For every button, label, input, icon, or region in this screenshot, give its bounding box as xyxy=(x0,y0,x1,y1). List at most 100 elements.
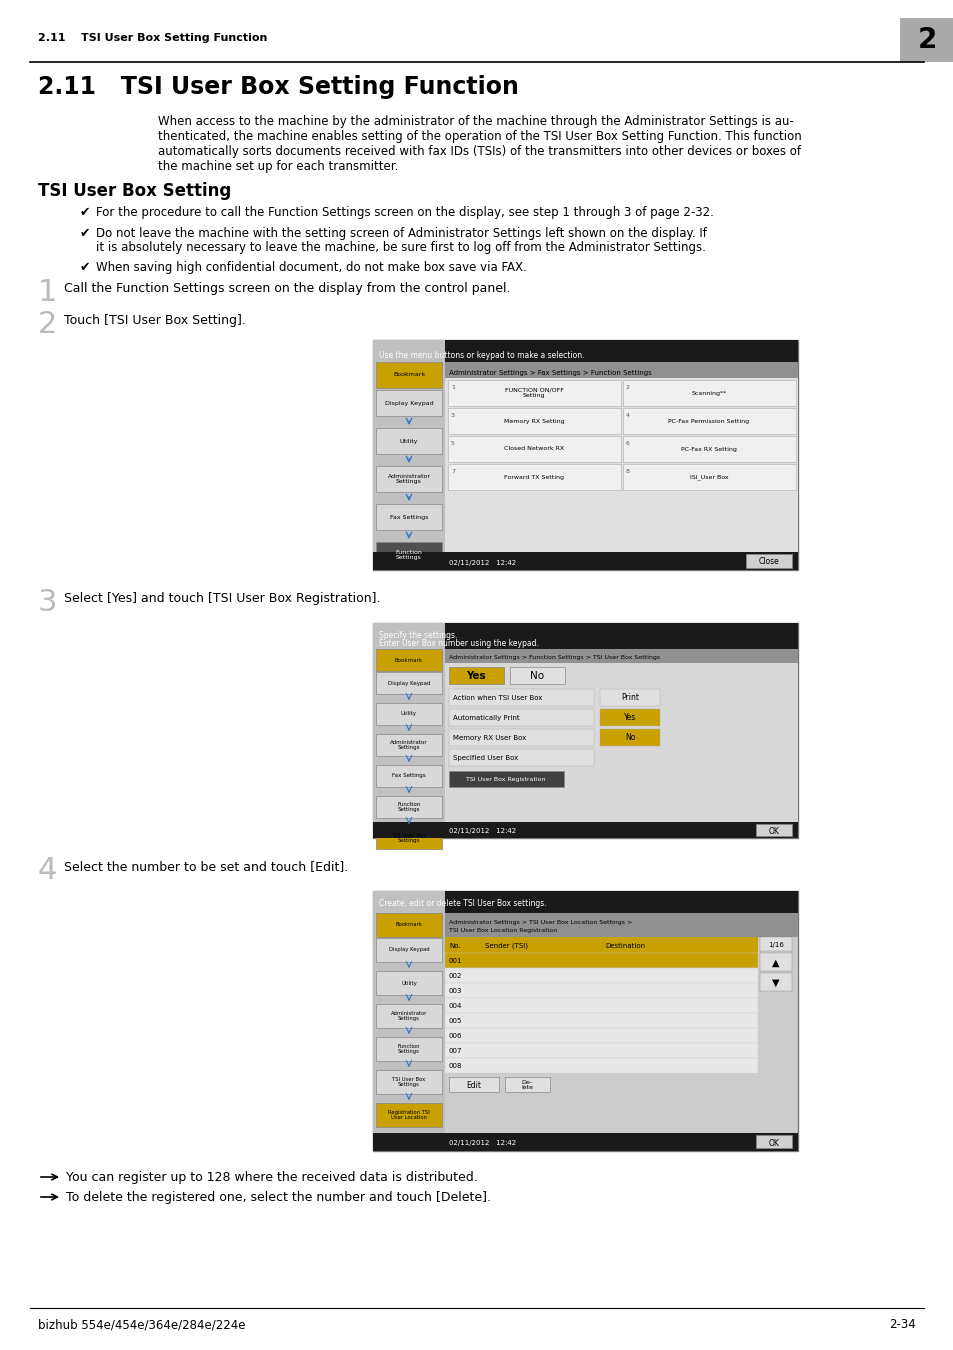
Text: PC-Fax Permission Setting: PC-Fax Permission Setting xyxy=(668,418,749,424)
Bar xyxy=(375,1071,441,1094)
Text: 6: 6 xyxy=(625,441,629,446)
Bar xyxy=(375,1004,441,1027)
Text: the machine set up for each transmitter.: the machine set up for each transmitter. xyxy=(158,161,398,173)
Text: When access to the machine by the administrator of the machine through the Admin: When access to the machine by the admini… xyxy=(158,115,793,128)
Text: Utility: Utility xyxy=(399,439,417,444)
Text: Close: Close xyxy=(758,558,779,567)
Bar xyxy=(373,622,797,649)
Text: Administrator Settings > Function Settings > TSI User Box Settings: Administrator Settings > Function Settin… xyxy=(449,656,659,660)
Text: 007: 007 xyxy=(449,1048,462,1054)
Text: 3: 3 xyxy=(38,589,57,617)
Text: Enter User Box number using the keypad.: Enter User Box number using the keypad. xyxy=(378,639,538,648)
Text: 8: 8 xyxy=(625,468,629,474)
Text: No: No xyxy=(624,733,635,743)
Bar xyxy=(745,554,791,568)
Text: Print: Print xyxy=(620,694,639,702)
Text: Function
Settings: Function Settings xyxy=(395,549,422,560)
Bar xyxy=(622,408,795,433)
Bar xyxy=(444,953,758,968)
Text: Yes: Yes xyxy=(623,714,636,722)
Text: Bookmark: Bookmark xyxy=(395,657,422,663)
Text: Bookmark: Bookmark xyxy=(395,922,422,927)
Bar xyxy=(375,428,441,454)
Text: Administrator
Settings: Administrator Settings xyxy=(390,740,427,751)
Text: Bookmark: Bookmark xyxy=(393,373,425,378)
Text: TSI User Box Location Registration: TSI User Box Location Registration xyxy=(449,927,557,933)
Bar xyxy=(449,749,594,765)
Text: 002: 002 xyxy=(449,973,462,979)
Bar xyxy=(373,552,797,570)
Bar xyxy=(444,649,797,663)
Text: Administrator Settings > Fax Settings > Function Settings: Administrator Settings > Fax Settings > … xyxy=(449,370,651,377)
Bar xyxy=(444,913,797,937)
Text: Registration TSI
User Location: Registration TSI User Location xyxy=(388,1110,430,1120)
Bar xyxy=(755,824,791,836)
Text: Scanning**: Scanning** xyxy=(691,390,726,396)
Text: ✔: ✔ xyxy=(80,227,91,239)
Text: Memory RX User Box: Memory RX User Box xyxy=(453,734,526,741)
Bar xyxy=(375,703,441,725)
Bar xyxy=(373,891,797,913)
Text: TSI User Box Setting: TSI User Box Setting xyxy=(38,182,231,200)
Bar xyxy=(510,667,564,684)
Bar xyxy=(375,466,441,491)
Text: 02/11/2012   12:42: 02/11/2012 12:42 xyxy=(449,1139,516,1146)
Text: 2-34: 2-34 xyxy=(888,1318,915,1331)
Bar xyxy=(375,362,441,387)
Bar xyxy=(375,796,441,818)
Text: FUNCTION ON/OFF
Setting: FUNCTION ON/OFF Setting xyxy=(504,387,563,398)
Text: OK: OK xyxy=(768,826,779,836)
Text: 1/16: 1/16 xyxy=(767,942,783,948)
Text: 2.11    TSI User Box Setting Function: 2.11 TSI User Box Setting Function xyxy=(38,32,267,43)
Bar xyxy=(622,436,795,462)
Text: Use the menu buttons or keypad to make a selection.: Use the menu buttons or keypad to make a… xyxy=(378,351,584,359)
Bar xyxy=(444,1027,758,1044)
Text: Edit: Edit xyxy=(466,1080,481,1089)
Bar xyxy=(375,649,441,671)
Text: Call the Function Settings screen on the display from the control panel.: Call the Function Settings screen on the… xyxy=(64,282,510,296)
Bar xyxy=(760,937,791,950)
Bar xyxy=(373,340,797,362)
Bar xyxy=(444,1012,758,1027)
Bar xyxy=(449,1077,498,1092)
Text: ISI_User Box: ISI_User Box xyxy=(689,474,727,479)
Bar xyxy=(899,18,953,62)
Text: ✔: ✔ xyxy=(80,262,91,274)
Bar xyxy=(375,1037,441,1061)
Bar xyxy=(444,1044,758,1058)
Text: OK: OK xyxy=(768,1138,779,1148)
Bar xyxy=(375,734,441,756)
Text: Create, edit or delete TSI User Box settings.: Create, edit or delete TSI User Box sett… xyxy=(378,899,546,909)
Text: Sender (TSI): Sender (TSI) xyxy=(484,942,527,949)
Text: Display Keypad: Display Keypad xyxy=(387,680,430,686)
Text: 02/11/2012   12:42: 02/11/2012 12:42 xyxy=(449,828,516,834)
Text: 004: 004 xyxy=(449,1003,462,1008)
Text: Function
Settings: Function Settings xyxy=(397,1044,420,1054)
Bar xyxy=(449,688,594,706)
Text: 001: 001 xyxy=(449,958,462,964)
Text: For the procedure to call the Function Settings screen on the display, see step : For the procedure to call the Function S… xyxy=(96,207,713,219)
Bar xyxy=(760,953,791,971)
Bar xyxy=(444,1058,758,1073)
Bar xyxy=(373,340,444,570)
Bar xyxy=(448,464,620,490)
Text: 1: 1 xyxy=(451,385,455,390)
Text: 4: 4 xyxy=(625,413,629,418)
Text: Select the number to be set and touch [Edit].: Select the number to be set and touch [E… xyxy=(64,860,348,873)
Text: Utility: Utility xyxy=(400,980,416,986)
Text: When saving high confidential document, do not make box save via FAX.: When saving high confidential document, … xyxy=(96,262,526,274)
Text: 02/11/2012   12:42: 02/11/2012 12:42 xyxy=(449,560,516,566)
Bar xyxy=(375,938,441,963)
Bar xyxy=(375,913,441,937)
Text: 003: 003 xyxy=(449,988,462,994)
Text: bizhub 554e/454e/364e/284e/224e: bizhub 554e/454e/364e/284e/224e xyxy=(38,1318,245,1331)
Bar xyxy=(444,983,758,998)
Text: TSI User Box
Settings: TSI User Box Settings xyxy=(392,1076,425,1087)
Text: No: No xyxy=(529,671,543,680)
Bar xyxy=(373,891,797,1152)
Bar xyxy=(444,998,758,1012)
Text: ▲: ▲ xyxy=(771,958,779,968)
Text: Closed Network RX: Closed Network RX xyxy=(503,447,563,451)
Text: 2: 2 xyxy=(38,310,57,339)
Bar xyxy=(448,408,620,433)
